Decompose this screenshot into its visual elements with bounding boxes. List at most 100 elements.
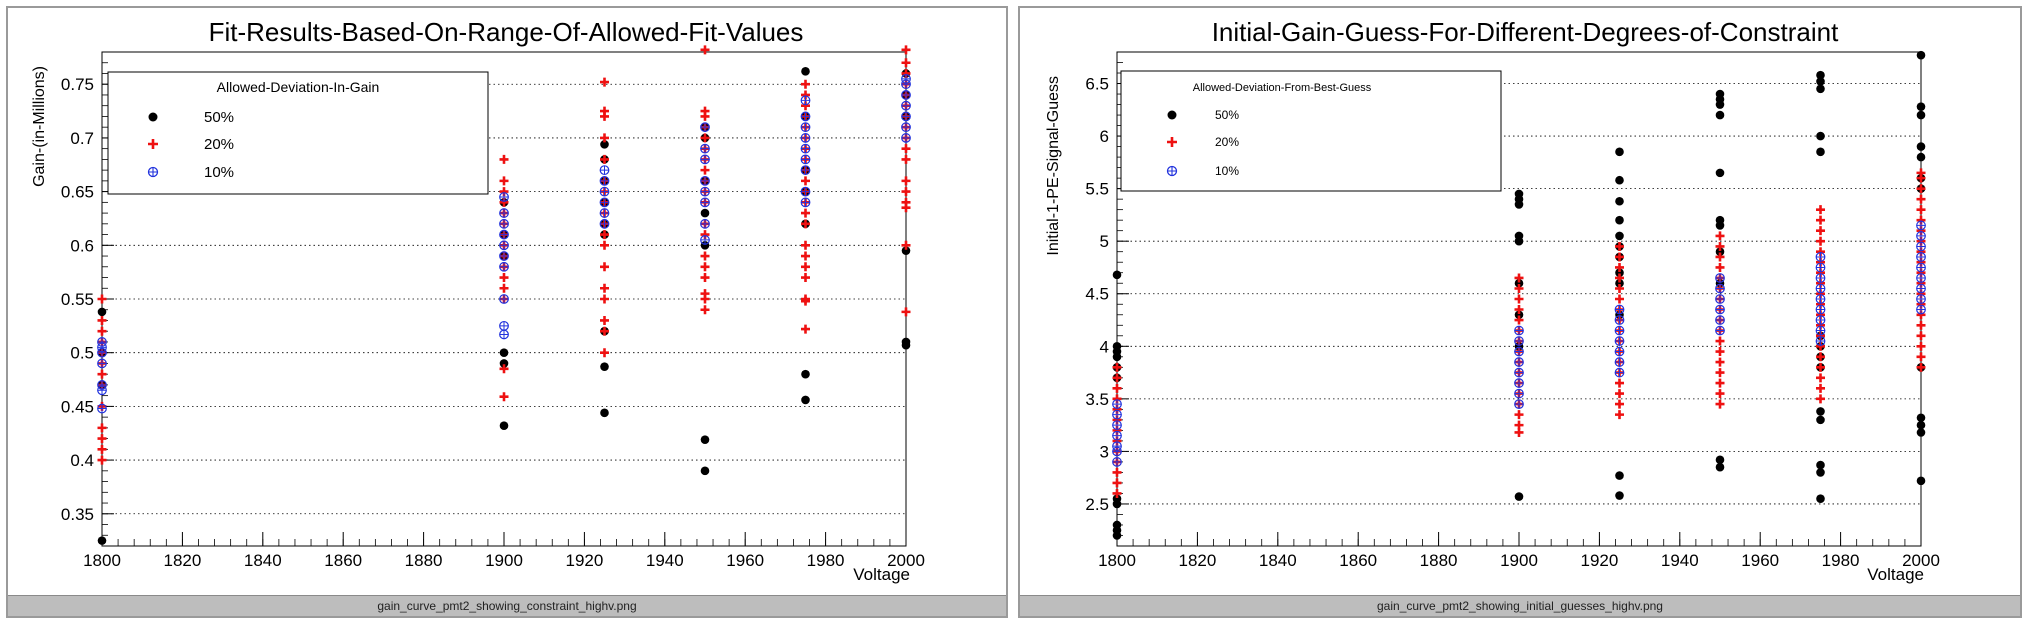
data-point (1916, 294, 1926, 304)
data-point (1816, 352, 1825, 362)
data-point (1614, 325, 1625, 336)
x-tick-label: 1940 (1661, 551, 1699, 570)
data-point (1112, 341, 1122, 351)
data-point (1514, 346, 1524, 357)
data-point (1615, 389, 1624, 399)
x-tick-label: 1900 (485, 551, 523, 570)
data-point (700, 154, 710, 165)
data-point (499, 176, 509, 186)
data-point (499, 208, 509, 218)
x-axis-label: Voltage (853, 565, 910, 584)
y-tick-label: 0.45 (61, 397, 94, 416)
data-point (499, 218, 509, 229)
data-point (1112, 478, 1122, 488)
plot-area: 2.5 3 3.5 4 4.5 5 5.5 6 6.5 1800 1820 1840 1860 1880 1… (1085, 50, 1940, 570)
data-point (600, 230, 609, 240)
data-point (1112, 457, 1122, 467)
y-tick-label: 0.55 (61, 290, 94, 309)
data-point (499, 240, 509, 251)
data-point (1916, 231, 1926, 241)
data-point (800, 165, 811, 176)
legend-title: Allowed-Deviation-In-Gain (217, 79, 380, 95)
data-point (1916, 152, 1926, 162)
y-tick-label: 0.35 (61, 505, 94, 524)
data-point (700, 175, 710, 186)
x-tick-label: 1820 (1178, 551, 1216, 570)
data-point (1916, 362, 1926, 372)
legend-box: Allowed-Deviation-From-Best-Guess 50% 20… (1120, 70, 1502, 192)
data-point (800, 122, 811, 133)
data-point (1916, 252, 1926, 262)
data-point (1816, 373, 1825, 383)
legend-label-20: 20% (1215, 135, 1239, 149)
data-point (800, 154, 811, 165)
x-tick-label: 1840 (244, 551, 282, 570)
data-point (1715, 252, 1725, 262)
data-point (800, 95, 811, 106)
data-point (700, 251, 710, 261)
data-point (1916, 194, 1926, 204)
y-tick-label: 0.75 (61, 75, 94, 94)
data-point (700, 122, 710, 133)
data-point (1112, 488, 1122, 498)
data-point (1614, 367, 1625, 378)
x-tick-label: 1920 (1580, 551, 1618, 570)
y-tick-label: 6 (1100, 127, 1109, 146)
data-point (801, 67, 810, 76)
data-point (499, 294, 509, 304)
y-tick-label: 5 (1100, 232, 1109, 251)
series-50-percent (97, 67, 911, 545)
data-point (1112, 467, 1122, 477)
y-tick-label: 2.5 (1085, 495, 1109, 514)
data-point (97, 315, 107, 325)
data-point (1816, 407, 1825, 416)
data-point (1816, 131, 1825, 141)
data-point (1715, 455, 1725, 465)
data-point (97, 423, 107, 433)
data-point (901, 111, 911, 122)
data-point (901, 187, 911, 197)
data-point (600, 283, 609, 293)
x-tick-label: 2000 (887, 551, 925, 570)
legend-marker-50 (1167, 110, 1177, 120)
data-point (1112, 383, 1122, 393)
data-point (700, 165, 710, 175)
data-point (1514, 310, 1524, 320)
data-point (901, 73, 911, 84)
data-point (700, 466, 710, 476)
data-point (1815, 252, 1826, 262)
legend-box: Allowed-Deviation-In-Gain 50% 20% 10% (107, 71, 489, 195)
y-tick-label: 0.6 (70, 236, 94, 255)
data-point (1815, 262, 1826, 273)
data-point (600, 240, 609, 250)
data-point (1514, 278, 1524, 288)
x-tick-label: 1900 (1500, 551, 1538, 570)
data-point (901, 100, 911, 111)
data-point (1816, 468, 1825, 477)
data-point (600, 133, 609, 143)
legend-label-20: 20% (204, 136, 234, 153)
data-point (1112, 441, 1122, 452)
data-point (1614, 346, 1625, 357)
data-point (1615, 491, 1624, 500)
data-point (1916, 331, 1926, 341)
legend-marker-50 (148, 112, 158, 122)
x-tick-label: 1880 (405, 551, 443, 570)
y-axis-label: Initial-1-PE-Signal-Guess (1045, 76, 1062, 256)
data-point (800, 111, 811, 122)
data-point (1815, 283, 1826, 294)
x-tick-label: 1860 (324, 551, 362, 570)
data-point (1615, 310, 1624, 320)
data-point (700, 273, 710, 283)
data-point (1715, 273, 1725, 283)
data-point (1514, 189, 1524, 199)
data-point (801, 294, 810, 304)
data-point (1112, 270, 1122, 280)
data-point (1615, 175, 1624, 185)
y-tick-label: 0.4 (70, 451, 94, 470)
data-point (1615, 273, 1624, 283)
data-point (901, 337, 911, 347)
data-point (700, 235, 710, 245)
data-point (1715, 399, 1725, 409)
data-point (97, 307, 107, 317)
